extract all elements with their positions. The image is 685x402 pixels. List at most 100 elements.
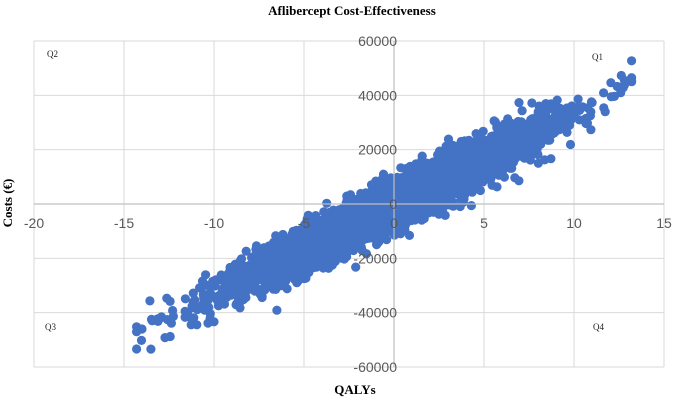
data-point xyxy=(443,165,453,175)
data-point xyxy=(145,296,155,306)
data-point xyxy=(351,209,361,220)
data-point xyxy=(201,270,211,280)
data-point xyxy=(307,228,317,238)
data-point xyxy=(146,344,156,354)
data-point xyxy=(333,235,343,245)
data-point xyxy=(541,99,551,109)
data-point xyxy=(357,227,367,237)
data-point xyxy=(160,333,170,343)
data-point xyxy=(520,125,531,135)
data-point xyxy=(600,107,610,117)
data-point xyxy=(342,237,352,247)
data-point xyxy=(210,293,220,303)
data-point xyxy=(573,94,583,104)
data-point xyxy=(382,235,392,245)
data-point xyxy=(454,180,464,190)
data-point xyxy=(405,211,415,221)
data-point xyxy=(257,291,267,301)
data-point xyxy=(356,219,366,229)
data-point xyxy=(190,295,200,305)
data-point xyxy=(326,258,336,268)
data-point xyxy=(351,262,361,272)
data-point xyxy=(380,192,390,202)
data-point xyxy=(470,176,480,186)
data-point xyxy=(322,198,332,208)
data-point xyxy=(417,151,427,161)
data-point xyxy=(540,155,550,165)
data-point xyxy=(132,344,142,354)
data-point xyxy=(484,163,494,173)
data-point xyxy=(168,311,178,321)
data-point xyxy=(381,222,391,232)
data-point xyxy=(445,157,456,167)
data-point xyxy=(274,275,284,285)
data-point xyxy=(480,144,490,154)
data-point xyxy=(315,236,325,246)
data-point xyxy=(390,218,400,228)
data-point xyxy=(188,288,198,298)
data-point xyxy=(431,157,441,167)
data-point xyxy=(295,244,305,254)
data-point xyxy=(278,229,288,240)
data-point xyxy=(322,234,333,244)
data-point xyxy=(438,207,448,217)
data-point xyxy=(282,248,292,258)
data-point xyxy=(326,227,336,237)
data-point xyxy=(357,246,367,256)
data-point xyxy=(515,141,525,151)
data-point xyxy=(205,313,215,323)
data-point xyxy=(501,155,511,165)
data-point xyxy=(281,276,291,286)
data-point xyxy=(582,118,593,128)
data-point xyxy=(563,114,573,124)
data-point xyxy=(400,225,410,235)
data-point xyxy=(532,136,542,146)
data-point xyxy=(474,132,485,142)
data-point xyxy=(302,249,312,259)
chart-title: Aflibercept Cost-Effectiveness xyxy=(268,3,436,18)
data-point xyxy=(627,56,637,66)
data-point xyxy=(490,117,500,127)
data-point xyxy=(464,135,474,145)
data-point xyxy=(463,165,474,175)
data-point xyxy=(282,284,292,294)
data-point xyxy=(405,161,415,171)
data-point xyxy=(366,180,377,190)
data-point xyxy=(398,208,408,218)
data-point xyxy=(251,241,262,251)
data-point xyxy=(234,280,244,290)
data-point xyxy=(401,179,411,189)
data-point xyxy=(458,187,468,197)
data-point xyxy=(364,205,374,215)
data-point xyxy=(446,143,457,153)
data-point xyxy=(392,190,402,200)
data-point xyxy=(303,210,313,220)
data-point xyxy=(492,130,502,141)
data-point xyxy=(180,294,190,304)
data-point xyxy=(413,195,423,206)
data-point xyxy=(456,194,466,204)
data-point xyxy=(262,258,272,268)
data-point xyxy=(506,128,516,138)
data-point xyxy=(510,173,520,183)
data-point xyxy=(213,301,224,311)
data-point xyxy=(413,173,423,183)
data-point xyxy=(514,134,525,144)
data-point xyxy=(329,212,339,222)
data-point xyxy=(238,269,248,279)
data-point xyxy=(575,103,586,113)
data-point xyxy=(434,164,444,175)
data-point xyxy=(525,155,535,165)
data-point xyxy=(345,190,356,200)
data-point xyxy=(541,107,551,117)
data-point xyxy=(480,154,490,164)
data-point xyxy=(606,92,616,102)
data-point xyxy=(247,283,257,294)
data-point xyxy=(404,188,414,198)
data-point xyxy=(558,121,569,131)
data-point xyxy=(147,316,157,326)
data-point xyxy=(276,261,286,271)
data-point xyxy=(470,165,480,175)
data-point xyxy=(495,161,505,171)
